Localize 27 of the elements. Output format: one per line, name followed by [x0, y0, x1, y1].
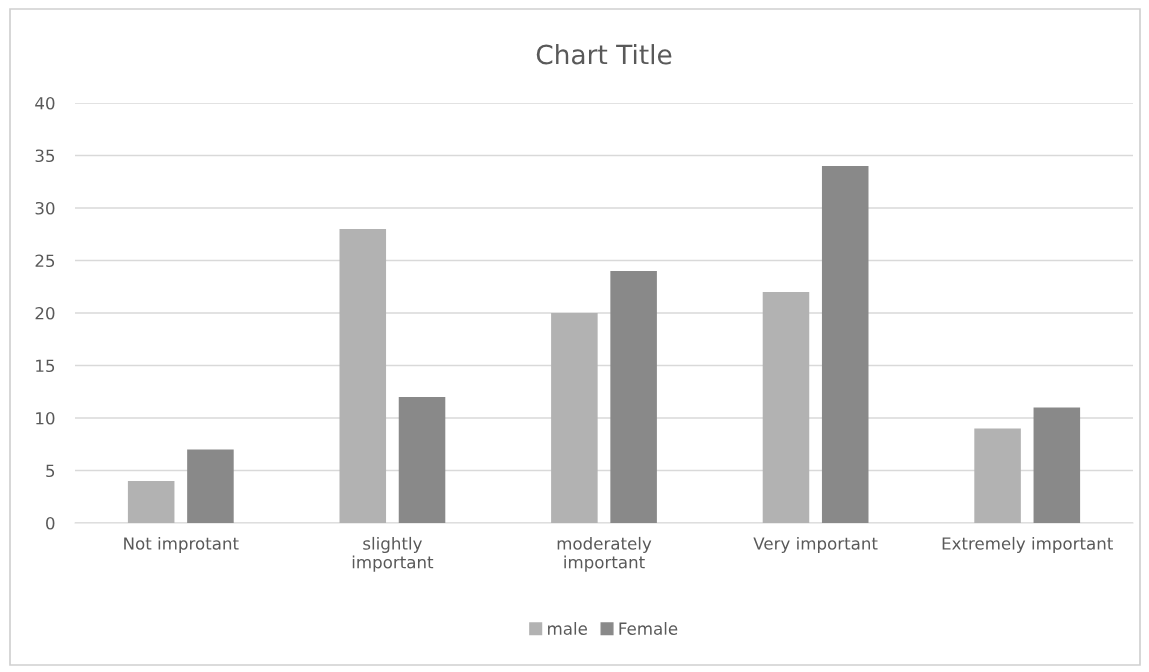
- y-tick-label: 0: [46, 516, 55, 530]
- bar: [974, 428, 1021, 523]
- bar: [1033, 407, 1081, 523]
- bar: [127, 481, 175, 523]
- bar: [551, 313, 598, 523]
- x-tick-label: Not improtant: [124, 536, 239, 554]
- legend-label: male: [548, 622, 587, 635]
- y-tick-label: 40: [35, 96, 55, 110]
- y-tick-label: 30: [35, 201, 55, 215]
- bar: [762, 292, 810, 523]
- x-tick-label: moderately important: [557, 536, 652, 572]
- bar: [821, 166, 869, 523]
- chart-title: Chart Title: [536, 44, 672, 65]
- y-tick-label: 15: [36, 359, 55, 373]
- x-tick-label: Very important: [753, 536, 878, 554]
- x-tick-label: Extremely important: [942, 536, 1113, 554]
- y-tick-label: 20: [35, 306, 55, 320]
- bar: [610, 271, 657, 523]
- y-tick-label: 25: [35, 254, 55, 268]
- x-tick-label: slightly important: [352, 536, 434, 572]
- y-tick-label: 5: [46, 464, 55, 478]
- bar: [339, 229, 387, 523]
- y-tick-label: 35: [35, 149, 55, 163]
- legend-label: Female: [619, 622, 678, 635]
- bar: [398, 397, 446, 523]
- bar: [187, 449, 234, 523]
- y-tick-label: 10: [36, 411, 55, 425]
